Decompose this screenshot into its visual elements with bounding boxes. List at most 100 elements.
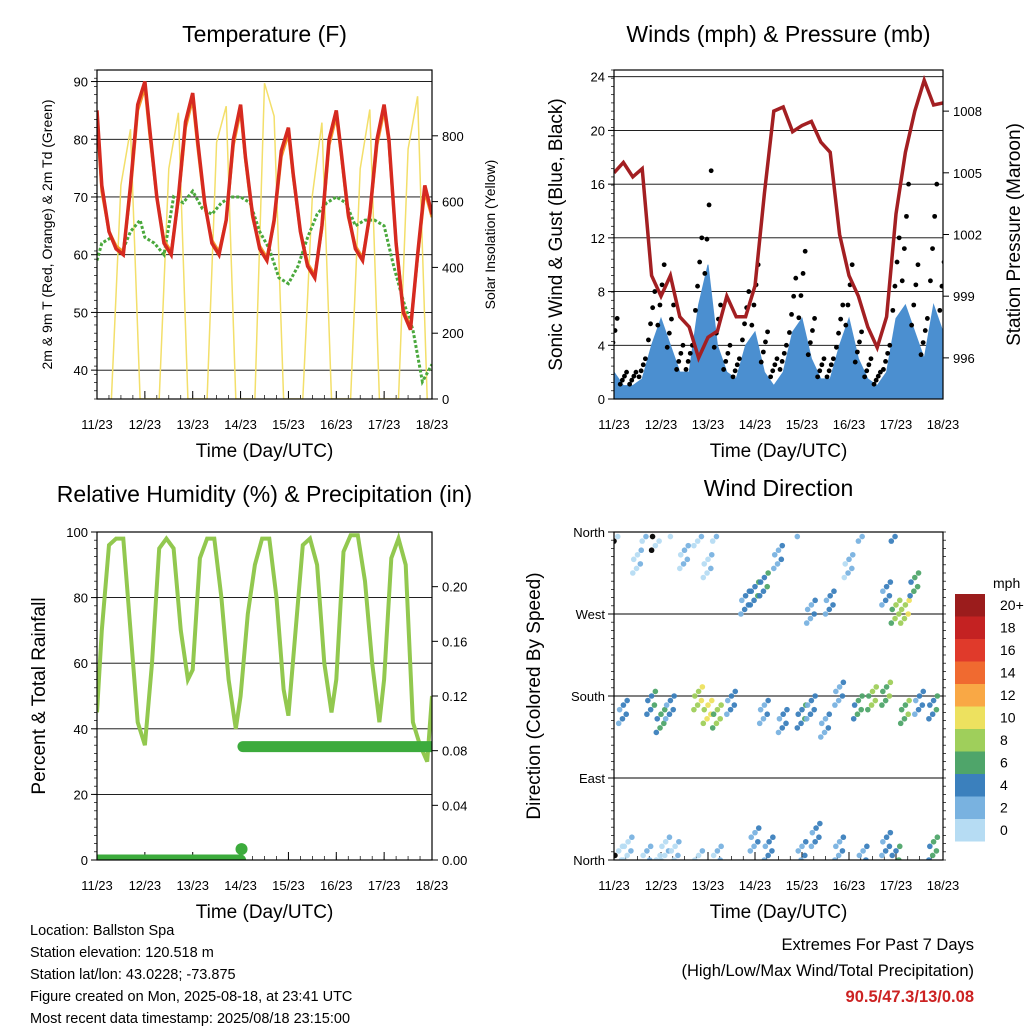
y2-tick-label: 996 — [953, 351, 975, 366]
direction-point — [856, 852, 863, 859]
gust-point — [922, 328, 928, 333]
gust-point — [836, 330, 841, 336]
direction-point — [718, 843, 724, 850]
gust-point — [787, 330, 792, 335]
direction-point — [849, 551, 856, 558]
direction-point — [765, 852, 771, 859]
gust-point — [802, 248, 808, 254]
direction-point — [882, 848, 889, 854]
direction-point — [637, 561, 644, 567]
gust-point — [693, 307, 698, 313]
legend-label: 0 — [1000, 822, 1008, 838]
gust-point — [928, 278, 933, 284]
direction-point — [643, 533, 649, 540]
direction-point — [833, 843, 839, 850]
direction-point — [813, 825, 819, 831]
direction-point — [629, 834, 635, 841]
gust-point — [798, 293, 804, 298]
gust-point — [868, 356, 874, 362]
direction-point — [831, 588, 837, 595]
direction-point — [701, 706, 708, 713]
direction-point — [742, 592, 749, 599]
x-tick-label: 11/23 — [81, 878, 113, 893]
gust-point — [779, 359, 785, 364]
direction-point — [795, 848, 802, 854]
gust-point — [819, 362, 825, 368]
direction-point — [724, 697, 731, 704]
direction-point — [704, 570, 710, 576]
direction-point — [779, 725, 786, 731]
gust-point — [875, 373, 881, 379]
gust-point — [664, 344, 670, 350]
direction-point — [615, 720, 622, 727]
direction-point — [809, 829, 816, 836]
legend-title: mph — [993, 575, 1020, 591]
direction-point — [858, 706, 865, 713]
gust-point — [704, 236, 710, 242]
direction-point — [757, 706, 764, 713]
direction-point — [916, 693, 923, 699]
gust-point — [821, 356, 827, 362]
direction-point — [803, 620, 810, 626]
direction-point — [823, 597, 830, 604]
direction-point — [799, 843, 805, 850]
direction-point — [929, 852, 936, 859]
gust-point — [727, 342, 733, 348]
direction-point — [685, 542, 692, 549]
data-layer — [614, 533, 941, 860]
gust-point — [783, 342, 789, 348]
x-tick-label: 18/23 — [416, 878, 449, 893]
direction-point — [863, 857, 869, 860]
direction-point — [872, 697, 879, 704]
panel-2: 0 4 8 12 16 20 24 996 999 1002 1005 1008 11/23 12/23 1… — [546, 21, 1024, 462]
legend-swatch — [955, 661, 985, 684]
gust-point — [840, 302, 846, 308]
x-tick-label: 18/23 — [927, 417, 960, 432]
gust-point — [909, 322, 915, 328]
gust-point — [624, 369, 629, 375]
direction-point — [731, 702, 738, 708]
gust-point — [674, 367, 680, 372]
direction-point — [677, 551, 684, 558]
legend-swatch — [955, 796, 985, 819]
gust-point — [702, 271, 708, 276]
y2-tick-label: 600 — [442, 195, 464, 210]
x-tick-label: 16/23 — [320, 417, 353, 432]
x-axis-label: Time (Day/UTC) — [710, 902, 848, 923]
direction-point — [886, 693, 893, 699]
direction-point — [929, 711, 936, 718]
direction-point — [855, 538, 862, 544]
x-axis-label: Time (Day/UTC) — [196, 902, 334, 923]
direction-point — [859, 533, 865, 540]
direction-point — [614, 533, 621, 540]
y2-tick-label: 0.16 — [442, 634, 467, 649]
direction-point — [680, 561, 687, 567]
gust-point — [770, 368, 776, 374]
direction-point — [656, 538, 662, 544]
direction-point — [640, 852, 646, 859]
gust-point — [817, 368, 823, 374]
direction-point — [808, 697, 815, 704]
direction-point — [835, 852, 842, 859]
direction-point — [807, 615, 814, 622]
gust-point — [937, 307, 943, 313]
gust-point — [815, 374, 821, 380]
direction-point — [840, 834, 847, 841]
direction-point — [623, 711, 630, 718]
gust-point — [657, 302, 663, 308]
gust-point — [939, 283, 943, 289]
direction-point — [880, 688, 886, 695]
legend-swatch — [955, 684, 985, 707]
pressure-line — [614, 74, 943, 363]
direction-point — [661, 706, 668, 713]
x-tick-label: 17/23 — [368, 417, 401, 432]
direction-point — [704, 715, 710, 722]
y-tick-label: 12 — [591, 231, 605, 246]
direction-point — [708, 551, 715, 558]
x-tick-label: 17/23 — [880, 878, 913, 893]
t2m-line — [97, 80, 432, 331]
y-tick-label: 20 — [591, 123, 605, 138]
direction-point — [804, 606, 811, 613]
direction-point — [708, 565, 714, 572]
